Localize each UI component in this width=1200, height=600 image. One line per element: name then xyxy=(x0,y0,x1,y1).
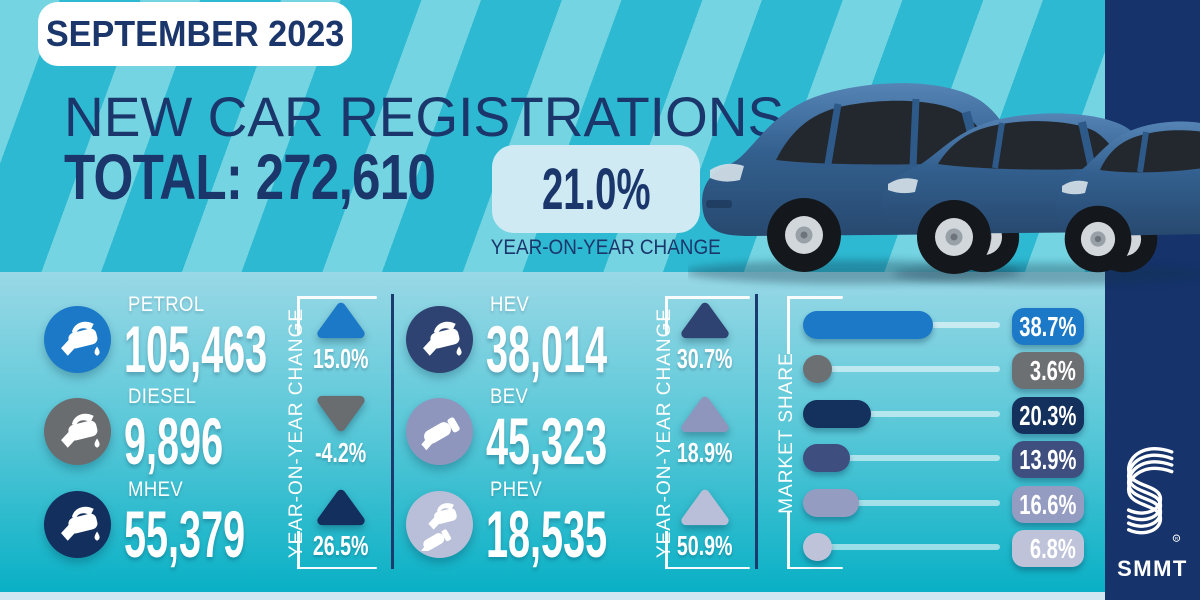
up-arrow-icon xyxy=(681,489,729,526)
yoy-change-box: 21.0% xyxy=(492,145,700,233)
smmt-sidebar xyxy=(1105,0,1200,600)
yoy-change-diesel: -4.2% xyxy=(286,394,396,469)
market-share-track xyxy=(803,500,1000,506)
market-share-track xyxy=(803,411,1000,417)
stat-diesel: DIESEL 9,896 xyxy=(124,385,289,478)
yoy-change-petrol: 15.0% xyxy=(286,300,396,375)
date-badge: SEPTEMBER 2023 xyxy=(38,2,352,66)
diesel-pump-icon xyxy=(44,398,111,465)
hev-pump-icon xyxy=(406,306,473,373)
yoy-change-value-phev: 50.9% xyxy=(677,530,733,561)
stat-value-phev: 18,535 xyxy=(486,497,608,571)
market-share-bracket: MARKET SHARE xyxy=(776,296,843,569)
stat-value-diesel: 9,896 xyxy=(124,404,224,478)
up-arrow-icon xyxy=(681,396,729,433)
market-share-row xyxy=(803,533,1003,569)
yoy-change-value-hev: 30.7% xyxy=(677,343,733,374)
yoy-change-value-diesel: -4.2% xyxy=(315,437,367,468)
stat-bev: BEV 45,323 xyxy=(486,385,688,478)
market-share-row xyxy=(803,355,1003,391)
market-share-bar-phev xyxy=(803,533,832,561)
yoy-change-value-bev: 18.9% xyxy=(677,437,733,468)
section-divider xyxy=(755,294,758,569)
market-share-track xyxy=(803,544,1000,550)
stat-label-petrol: PETROL xyxy=(128,293,205,316)
market-share-value-bev: 16.6% xyxy=(1012,486,1084,523)
bev-charging-plug-icon xyxy=(406,398,473,465)
total-value: 272,610 xyxy=(255,141,436,213)
yoy-change-caption: YEAR-ON-YEAR CHANGE xyxy=(490,236,721,259)
stat-petrol: PETROL 105,463 xyxy=(124,293,363,386)
car-citycar xyxy=(1055,121,1200,273)
stat-phev: PHEV 18,535 xyxy=(486,478,688,571)
petrol-pump-icon xyxy=(44,306,111,373)
up-arrow-icon xyxy=(317,489,365,526)
stat-value-mhev: 55,379 xyxy=(124,497,246,571)
yoy-change-mhev: 26.5% xyxy=(286,487,396,562)
smmt-logo-text: SMMT xyxy=(1117,556,1188,581)
stat-value-bev: 45,323 xyxy=(486,404,608,478)
stat-label-hev: HEV xyxy=(490,293,530,316)
market-share-bar-petrol xyxy=(803,311,933,339)
market-share-bar-hev xyxy=(803,444,850,472)
market-share-value-phev: 6.8% xyxy=(1012,530,1084,567)
stat-label-phev: PHEV xyxy=(490,478,543,501)
stat-hev: HEV 38,014 xyxy=(486,293,688,386)
yoy-change-value-petrol: 15.0% xyxy=(313,343,369,374)
cars-illustration xyxy=(688,83,1200,285)
bottom-strip xyxy=(0,592,1105,600)
section-divider xyxy=(391,294,394,569)
mhev-pump-icon xyxy=(44,491,111,558)
market-share-bar-diesel xyxy=(803,355,832,383)
market-share-track xyxy=(803,366,1000,372)
smmt-logo-icon: R xyxy=(1126,447,1181,542)
market-share-row xyxy=(803,311,1003,347)
yoy-change-phev: 50.9% xyxy=(650,487,760,562)
market-share-value-hev: 13.9% xyxy=(1012,441,1084,478)
stat-label-bev: BEV xyxy=(490,385,529,408)
stat-mhev: MHEV 55,379 xyxy=(124,478,326,571)
svg-text:R: R xyxy=(1175,536,1179,541)
page-title: NEW CAR REGISTRATIONS xyxy=(64,85,785,149)
yoy-change-hev: 30.7% xyxy=(650,300,760,375)
market-share-value-mhev: 20.3% xyxy=(1012,397,1084,434)
market-share-row xyxy=(803,489,1003,525)
up-arrow-icon xyxy=(681,302,729,339)
market-share-bar-mhev xyxy=(803,400,871,428)
down-arrow-icon xyxy=(317,395,365,432)
stat-label-diesel: DIESEL xyxy=(128,385,197,408)
market-share-bar-bev xyxy=(803,489,859,517)
stat-label-mhev: MHEV xyxy=(128,478,184,501)
date-badge-label: SEPTEMBER 2023 xyxy=(45,13,345,54)
yoy-change-bev: 18.9% xyxy=(650,394,760,469)
phev-nozzle-and-plug-icon xyxy=(406,491,473,558)
yoy-change-value: 21.0% xyxy=(541,156,651,222)
market-share-label: MARKET SHARE xyxy=(776,351,797,514)
total-label: TOTAL: xyxy=(64,141,243,213)
yoy-change-value-mhev: 26.5% xyxy=(313,530,369,561)
total-registrations: TOTAL: 272,610 xyxy=(64,140,436,214)
market-share-track xyxy=(803,455,1000,461)
market-share-value-petrol: 38.7% xyxy=(1012,308,1084,345)
yoy-bracket-left: YEAR-ON-YEAR CHANGE xyxy=(286,296,377,569)
yoy-bracket-middle: YEAR-ON-YEAR CHANGE xyxy=(654,296,750,569)
stat-value-petrol: 105,463 xyxy=(124,312,268,386)
stat-value-hev: 38,014 xyxy=(486,312,608,386)
stats-panel-background xyxy=(0,272,1200,592)
market-share-row xyxy=(803,444,1003,480)
market-share-value-diesel: 3.6% xyxy=(1012,352,1084,389)
market-share-row xyxy=(803,400,1003,436)
up-arrow-icon xyxy=(317,302,365,339)
